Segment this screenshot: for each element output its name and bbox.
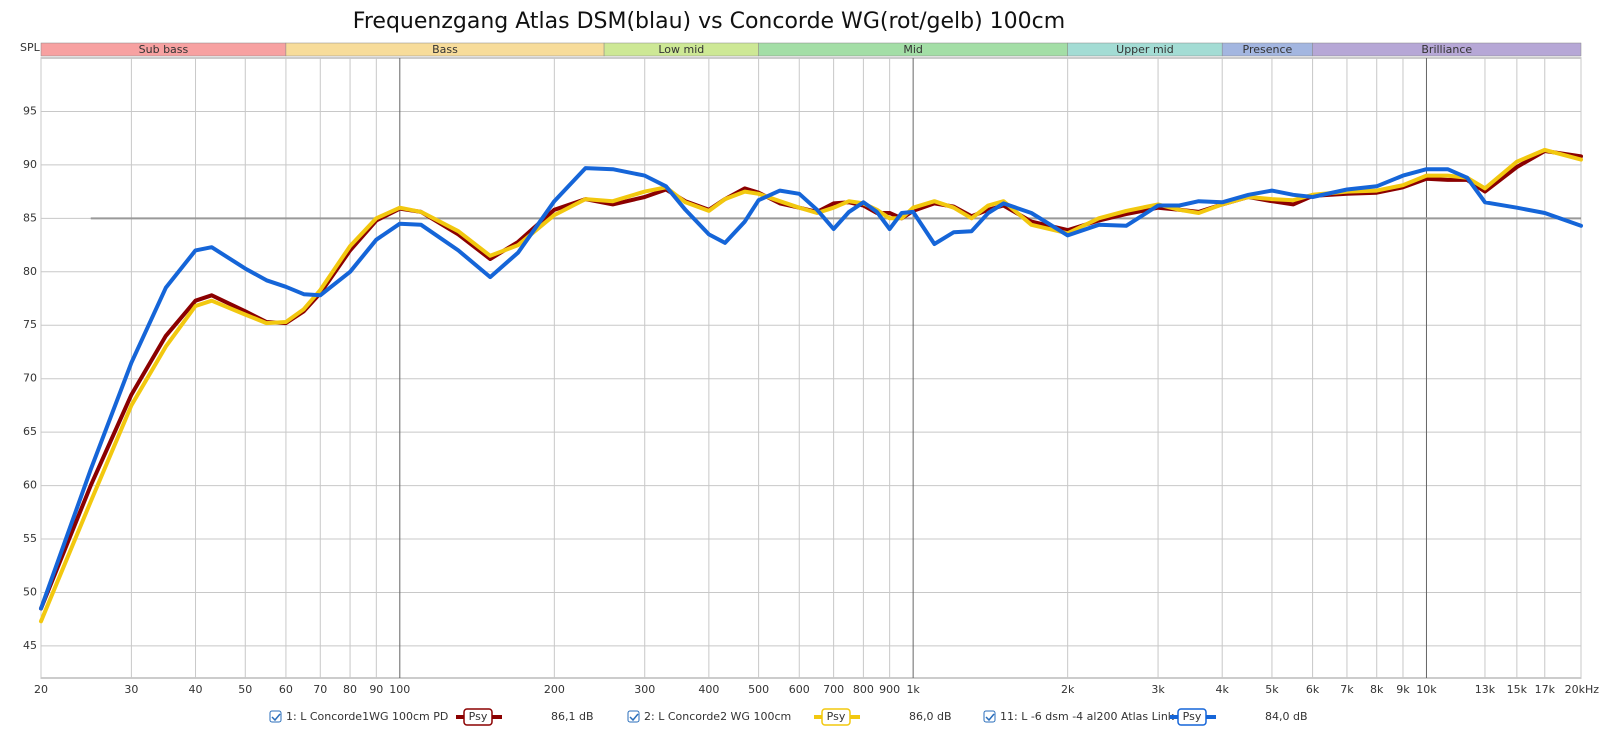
x-tick-label: 13k bbox=[1475, 683, 1496, 696]
legend-smoothing: Psy bbox=[469, 710, 488, 723]
chart-title: Frequenzgang Atlas DSM(blau) vs Concorde… bbox=[353, 9, 1065, 34]
legend-label: 11: L -6 dsm -4 al200 Atlas Link bbox=[1000, 710, 1175, 723]
x-tick-label: 1k bbox=[906, 683, 920, 696]
plot-background bbox=[40, 57, 1582, 679]
x-tick-label: 800 bbox=[853, 683, 874, 696]
y-tick-label: 90 bbox=[23, 158, 37, 171]
legend-level: 84,0 dB bbox=[1265, 710, 1308, 723]
legend-level: 86,1 dB bbox=[551, 710, 594, 723]
x-tick-label: 20 bbox=[34, 683, 48, 696]
legend-checkbox bbox=[269, 710, 282, 723]
x-tick-label: 7k bbox=[1340, 683, 1354, 696]
x-tick-label: 40 bbox=[189, 683, 203, 696]
x-tick-label: 8k bbox=[1370, 683, 1384, 696]
legend-smoothing: Psy bbox=[827, 710, 846, 723]
y-tick-label: 50 bbox=[23, 585, 37, 598]
y-tick-label: 85 bbox=[23, 211, 37, 224]
y-axis-label: SPL bbox=[20, 41, 41, 54]
legend-checkbox bbox=[983, 710, 996, 723]
x-tick-label: 700 bbox=[823, 683, 844, 696]
x-tick-label: 100 bbox=[389, 683, 410, 696]
x-tick-label: 17k bbox=[1535, 683, 1556, 696]
x-tick-label: 80 bbox=[343, 683, 357, 696]
band-label: Upper mid bbox=[1116, 43, 1174, 56]
x-tick-label: 900 bbox=[879, 683, 900, 696]
legend-level: 86,0 dB bbox=[909, 710, 952, 723]
x-tick-label: 90 bbox=[369, 683, 383, 696]
band-label: Presence bbox=[1243, 43, 1293, 56]
y-tick-label: 80 bbox=[23, 265, 37, 278]
x-tick-label: 15k bbox=[1507, 683, 1528, 696]
band-label: Bass bbox=[432, 43, 458, 56]
x-tick-label: 50 bbox=[238, 683, 252, 696]
x-tick-label: 60 bbox=[279, 683, 293, 696]
x-tick-label: 5k bbox=[1265, 683, 1279, 696]
band-label: Low mid bbox=[658, 43, 704, 56]
legend-checkbox bbox=[627, 710, 640, 723]
x-tick-label: 500 bbox=[748, 683, 769, 696]
legend-box bbox=[1177, 708, 1207, 726]
band bbox=[1312, 42, 1582, 57]
y-tick-label: 45 bbox=[23, 639, 37, 652]
legend-check bbox=[629, 713, 639, 722]
legend-check bbox=[985, 713, 995, 722]
x-tick-label: 400 bbox=[698, 683, 719, 696]
legend-smoothing: Psy bbox=[1183, 710, 1202, 723]
x-tick-label: 4k bbox=[1216, 683, 1230, 696]
x-tick-label: 200 bbox=[544, 683, 565, 696]
series-line bbox=[39, 166, 1583, 611]
y-tick-label: 65 bbox=[23, 425, 37, 438]
band-label: Brilliance bbox=[1421, 43, 1472, 56]
legend-label: 1: L Concorde1WG 100cm PD bbox=[286, 710, 448, 723]
series-line bbox=[39, 147, 1583, 624]
y-tick-label: 75 bbox=[23, 318, 37, 331]
legend-box bbox=[821, 708, 851, 726]
legend-label: 2: L Concorde2 WG 100cm bbox=[644, 710, 791, 723]
y-tick-label: 70 bbox=[23, 372, 37, 385]
y-tick-label: 60 bbox=[23, 479, 37, 492]
legend-check bbox=[271, 713, 281, 722]
x-tick-label: 70 bbox=[313, 683, 327, 696]
band-label: Mid bbox=[903, 43, 923, 56]
x-tick-label: 300 bbox=[634, 683, 655, 696]
band-label: Sub bass bbox=[139, 43, 189, 56]
x-tick-label: 20kHz bbox=[1565, 683, 1600, 696]
x-tick-label: 10k bbox=[1416, 683, 1437, 696]
legend-box bbox=[463, 708, 493, 726]
x-tick-label: 2k bbox=[1061, 683, 1075, 696]
y-tick-label: 55 bbox=[23, 532, 37, 545]
x-tick-label: 6k bbox=[1306, 683, 1320, 696]
x-tick-label: 9k bbox=[1396, 683, 1410, 696]
x-tick-label: 30 bbox=[124, 683, 138, 696]
x-tick-label: 600 bbox=[789, 683, 810, 696]
y-tick-label: 95 bbox=[23, 104, 37, 117]
x-tick-label: 3k bbox=[1151, 683, 1165, 696]
